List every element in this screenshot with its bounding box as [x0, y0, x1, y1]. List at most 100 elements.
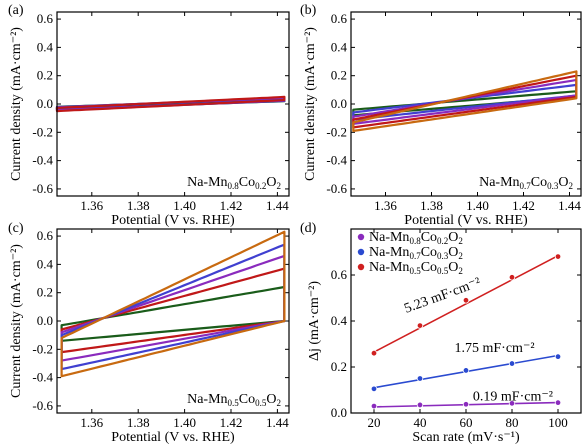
- x-tick-label: 20: [368, 415, 381, 430]
- y-tick-label: 0.2: [331, 359, 347, 374]
- legend-label-part: O: [448, 245, 458, 260]
- x-tick-label: 1.44: [558, 198, 581, 213]
- y-tick-label: 0.4: [37, 256, 54, 271]
- panel-3: (c) 1.36 1.38 1.40 1.42 1.44 -0.6 -0.4 -0.2 0.0 0.…: [8, 221, 290, 445]
- data-point: [508, 360, 516, 367]
- sample-label-part: 2: [569, 181, 574, 191]
- y-axis-label: Δj (mA·cm⁻²): [307, 281, 322, 361]
- x-tick-label: 1.44: [266, 198, 289, 213]
- legend-label-part: 0.3: [437, 251, 449, 261]
- legend-label: Na-Mn0.7Co0.3O2: [369, 245, 463, 261]
- y-axis-label: Current density (mA·cm⁻²): [303, 27, 318, 181]
- legend-label-part: Co: [421, 230, 437, 245]
- legend-label-part: Na-Mn: [369, 245, 409, 260]
- y-tick-label: 0.6: [331, 267, 348, 282]
- cv-curve-2: [60, 267, 286, 354]
- data-point: [462, 297, 470, 304]
- y-tick-label: -0.6: [326, 181, 347, 196]
- panel-label: (c): [8, 221, 24, 236]
- legend-label-part: 2: [458, 251, 463, 261]
- data-point: [462, 367, 470, 374]
- legend-label-part: 0.2: [437, 236, 448, 246]
- panel-label: (a): [8, 3, 24, 18]
- sample-label-part: 2: [277, 398, 282, 408]
- slope-label: 1.75 mF·cm⁻²: [455, 341, 535, 356]
- data-point: [416, 375, 424, 382]
- legend-label-part: 0.8: [409, 236, 421, 246]
- x-axis-label: Potential (V vs. RHE): [404, 213, 528, 228]
- panel-label: (d): [300, 221, 317, 236]
- legend-label: Na-Mn0.5Co0.5O2: [369, 260, 463, 276]
- sample-label-part: 0.3: [547, 181, 559, 191]
- x-tick-label: 1.38: [127, 198, 150, 213]
- x-tick-label: 1.36: [80, 415, 103, 430]
- sample-label-part: Na-Mn: [187, 392, 227, 407]
- plot-frame: [350, 228, 582, 414]
- x-tick-label: 1.42: [512, 198, 535, 213]
- legend-label-part: 2: [458, 266, 463, 276]
- sample-label: Na-Mn0.8Co0.2O2: [187, 175, 281, 191]
- plot-frame: [56, 228, 290, 414]
- y-tick-label: 0.4: [331, 313, 348, 328]
- y-tick-label: -0.6: [32, 398, 53, 413]
- y-tick-label: 0.0: [331, 405, 347, 420]
- sample-label-part: 0.5: [255, 398, 267, 408]
- slope-label: 0.19 mF·cm⁻²: [473, 389, 553, 404]
- sample-label-part: 0.5: [228, 398, 240, 408]
- legend-label-part: Co: [421, 245, 437, 260]
- sample-label-part: 0.8: [228, 181, 240, 191]
- y-tick-label: 0.6: [331, 11, 348, 26]
- y-tick-label: -0.2: [326, 124, 347, 139]
- x-tick-label: 80: [506, 415, 519, 430]
- x-tick-label: 40: [414, 415, 427, 430]
- panel-1: (a) 1.36 1.38 1.40 1.42 1.44 -0.6 -0.4 -0.2 0.0 0.…: [8, 3, 290, 228]
- cv-curve-5: [352, 70, 578, 132]
- legend-label-part: 0.5: [409, 266, 421, 276]
- x-tick-label: 1.44: [266, 415, 289, 430]
- x-axis-label: Scan rate (mV·s⁻¹): [412, 430, 520, 445]
- data-point: [554, 253, 562, 260]
- data-point: [370, 350, 378, 357]
- sample-label-part: 2: [277, 181, 282, 191]
- plot-frame: [56, 11, 290, 197]
- data-point: [370, 402, 378, 410]
- y-tick-label: -0.2: [32, 124, 53, 139]
- data-point: [416, 322, 424, 329]
- data-point: [508, 400, 516, 407]
- sample-label-part: 0.2: [255, 181, 266, 191]
- y-tick-label: -0.4: [32, 370, 53, 385]
- legend-label-part: Na-Mn: [369, 260, 409, 275]
- plot-frame: [350, 11, 582, 197]
- y-tick-label: 0.4: [37, 39, 54, 54]
- slope-label: 5.23 mF·cm⁻²: [402, 275, 482, 316]
- sample-label-part: Co: [239, 392, 255, 407]
- sample-label-part: O: [266, 392, 276, 407]
- legend-marker: [357, 263, 365, 271]
- sample-label-part: O: [558, 175, 568, 190]
- sample-label-part: Na-Mn: [479, 175, 519, 190]
- y-tick-label: -0.4: [32, 153, 53, 168]
- sample-label-part: Co: [239, 175, 255, 190]
- x-tick-label: 60: [460, 415, 473, 430]
- legend-label-part: 2: [458, 236, 463, 246]
- x-tick-label: 1.36: [80, 198, 103, 213]
- x-tick-label: 1.38: [420, 198, 443, 213]
- legend-marker: [357, 233, 365, 241]
- cv-curve-5: [60, 230, 286, 378]
- y-tick-label: 0.2: [331, 68, 347, 83]
- sample-label-part: Co: [531, 175, 547, 190]
- panel-label: (b): [300, 3, 317, 18]
- legend-label-part: O: [448, 230, 458, 245]
- sample-label-part: 0.7: [520, 181, 532, 191]
- x-tick-label: 1.42: [220, 415, 243, 430]
- cv-curve-4: [55, 95, 286, 113]
- data-point: [508, 274, 516, 281]
- data-point: [462, 401, 470, 408]
- x-tick-label: 100: [548, 415, 568, 430]
- x-tick-label: 1.40: [173, 198, 196, 213]
- y-tick-label: 0.0: [331, 96, 347, 111]
- legend-label-part: Na-Mn: [369, 230, 409, 245]
- y-axis-label: Current density (mA·cm⁻²): [9, 27, 24, 181]
- y-tick-label: -0.4: [326, 153, 347, 168]
- fit-line-3: [373, 254, 559, 353]
